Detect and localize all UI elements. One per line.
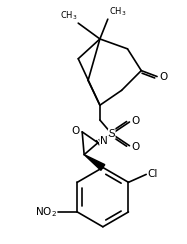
Text: N: N: [100, 136, 108, 146]
Text: NO$_2$: NO$_2$: [35, 205, 57, 219]
Text: Cl: Cl: [147, 169, 157, 179]
Text: CH$_3$: CH$_3$: [109, 6, 126, 18]
Text: O: O: [159, 71, 167, 81]
Text: O: O: [131, 116, 140, 126]
Text: CH$_3$: CH$_3$: [60, 10, 77, 22]
Text: O: O: [71, 126, 79, 136]
Polygon shape: [84, 155, 105, 170]
Text: S: S: [108, 129, 115, 139]
Text: O: O: [131, 142, 140, 152]
